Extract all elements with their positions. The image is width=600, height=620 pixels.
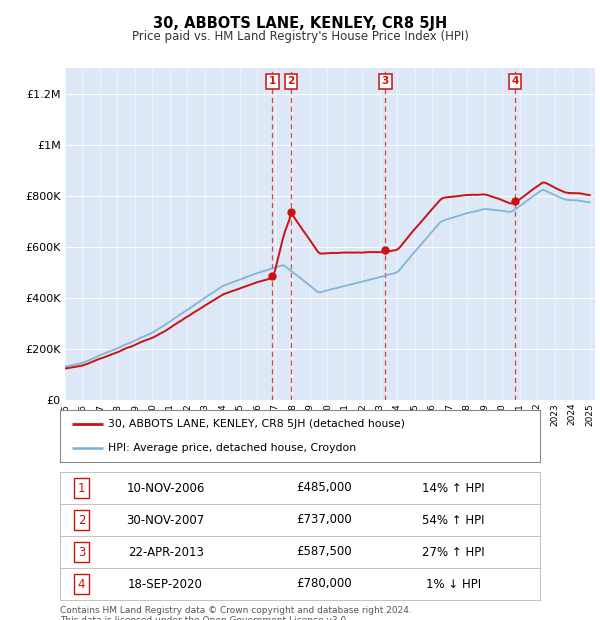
Text: Contains HM Land Registry data © Crown copyright and database right 2024.
This d: Contains HM Land Registry data © Crown c… (60, 606, 412, 620)
Text: 14% ↑ HPI: 14% ↑ HPI (422, 482, 485, 495)
Text: £485,000: £485,000 (296, 482, 352, 495)
Text: 30, ABBOTS LANE, KENLEY, CR8 5JH: 30, ABBOTS LANE, KENLEY, CR8 5JH (153, 16, 447, 31)
Text: 1% ↓ HPI: 1% ↓ HPI (426, 577, 481, 590)
Text: £587,500: £587,500 (296, 546, 352, 559)
Text: 18-SEP-2020: 18-SEP-2020 (128, 577, 203, 590)
Text: 1: 1 (269, 76, 276, 86)
Text: 22-APR-2013: 22-APR-2013 (128, 546, 203, 559)
Text: 3: 3 (382, 76, 389, 86)
Text: 30-NOV-2007: 30-NOV-2007 (127, 513, 205, 526)
Text: 10-NOV-2006: 10-NOV-2006 (127, 482, 205, 495)
Text: £737,000: £737,000 (296, 513, 352, 526)
Text: 2: 2 (78, 513, 85, 526)
Text: 3: 3 (78, 546, 85, 559)
Text: 4: 4 (78, 577, 85, 590)
Text: 2: 2 (287, 76, 295, 86)
Text: HPI: Average price, detached house, Croydon: HPI: Average price, detached house, Croy… (108, 443, 356, 453)
Text: 27% ↑ HPI: 27% ↑ HPI (422, 546, 485, 559)
Text: 4: 4 (511, 76, 518, 86)
Text: Price paid vs. HM Land Registry's House Price Index (HPI): Price paid vs. HM Land Registry's House … (131, 30, 469, 43)
Text: £780,000: £780,000 (296, 577, 352, 590)
Text: 30, ABBOTS LANE, KENLEY, CR8 5JH (detached house): 30, ABBOTS LANE, KENLEY, CR8 5JH (detach… (108, 418, 405, 428)
Text: 1: 1 (78, 482, 85, 495)
Text: 54% ↑ HPI: 54% ↑ HPI (422, 513, 485, 526)
